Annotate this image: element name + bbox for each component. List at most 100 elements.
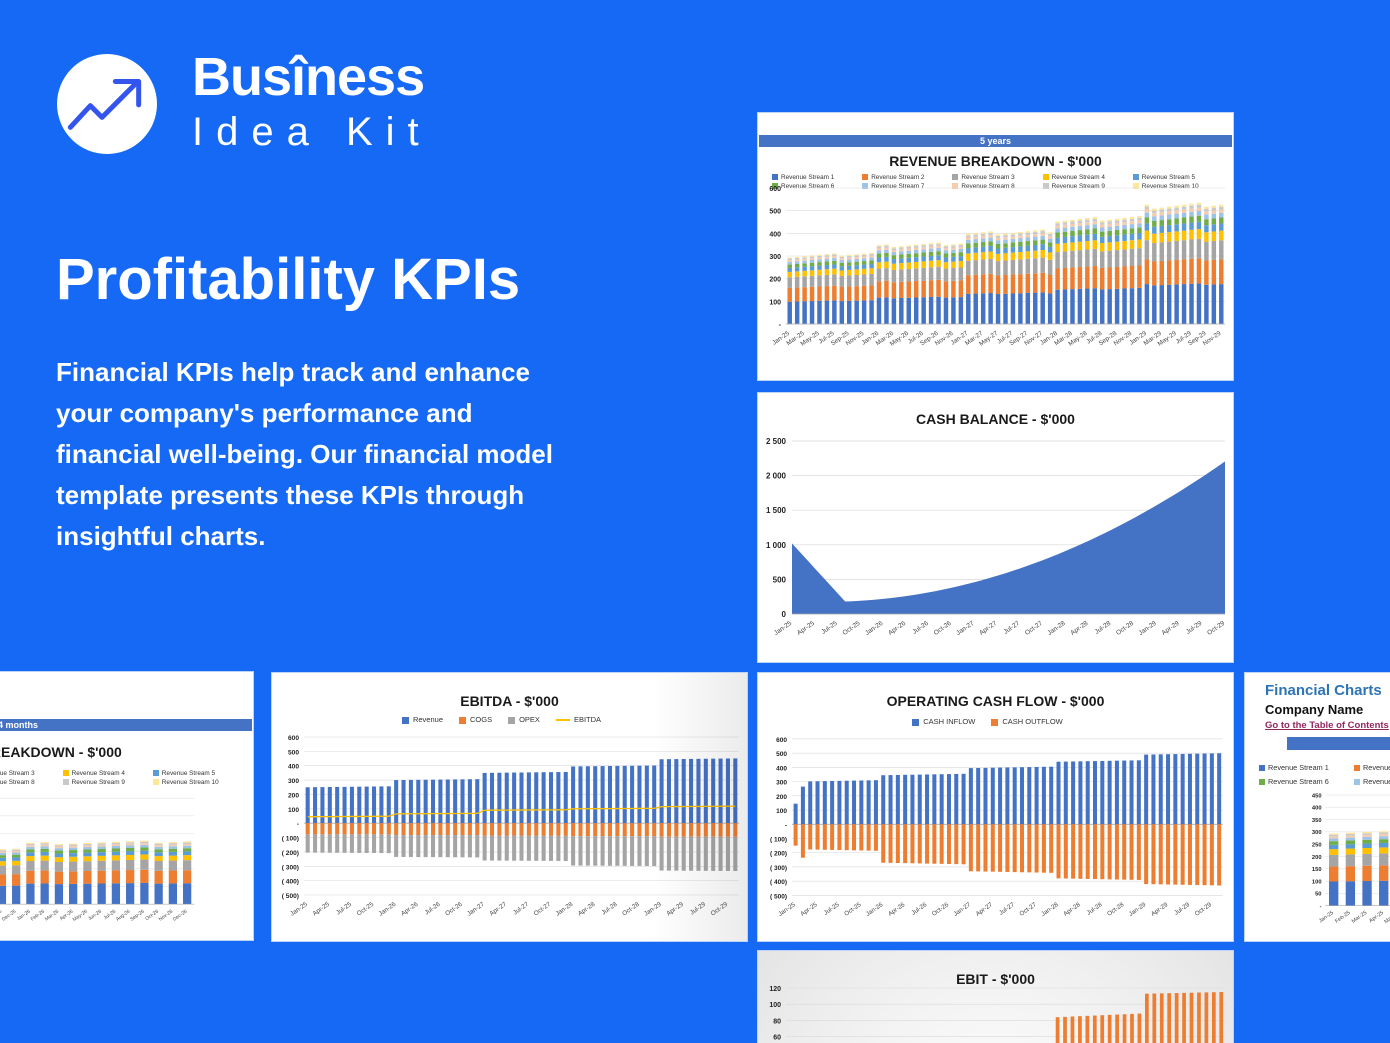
svg-text:400: 400 [288, 764, 299, 771]
svg-text:Feb-26: Feb-26 [30, 909, 46, 923]
svg-text:200: 200 [769, 277, 781, 284]
svg-text:Apr-28: Apr-28 [1062, 901, 1082, 918]
svg-text:( 500): ( 500) [770, 893, 787, 900]
svg-text:Apr-25: Apr-25 [796, 620, 816, 637]
svg-text:( 500): ( 500) [282, 893, 299, 900]
svg-text:Oct-26: Oct-26 [933, 620, 953, 637]
svg-text:Oct-27: Oct-27 [1018, 901, 1038, 918]
svg-text:200: 200 [776, 794, 787, 801]
svg-text:Oct-26: Oct-26 [144, 909, 160, 922]
svg-text:150: 150 [1312, 867, 1322, 873]
svg-text:Jan-29: Jan-29 [1137, 620, 1158, 637]
svg-text:Oct-28: Oct-28 [1106, 901, 1126, 918]
svg-text:Jan-25: Jan-25 [289, 901, 309, 918]
svg-text:( 100): ( 100) [282, 836, 299, 843]
svg-text:600: 600 [769, 186, 781, 193]
svg-text:Apr-26: Apr-26 [400, 901, 420, 918]
svg-text:-: - [785, 822, 787, 829]
svg-text:Oct-25: Oct-25 [356, 901, 376, 918]
svg-text:Jul-29: Jul-29 [1185, 620, 1204, 636]
svg-text:0: 0 [782, 610, 787, 619]
svg-text:Apr-28: Apr-28 [577, 901, 597, 918]
svg-text:Jul-29: Jul-29 [1173, 901, 1191, 917]
svg-text:Apr-29: Apr-29 [1150, 901, 1170, 918]
svg-text:Oct-25: Oct-25 [843, 901, 863, 918]
svg-text:( 300): ( 300) [770, 865, 787, 872]
svg-text:Jan-29: Jan-29 [1128, 901, 1148, 918]
svg-text:1 500: 1 500 [766, 506, 787, 515]
svg-text:-: - [779, 322, 782, 329]
svg-text:Jul-26: Jul-26 [910, 901, 928, 917]
svg-text:Jul-25: Jul-25 [820, 620, 839, 636]
svg-text:Jul-26: Jul-26 [911, 620, 930, 636]
svg-text:2 500: 2 500 [766, 437, 787, 446]
svg-text:Jan-25: Jan-25 [1318, 910, 1335, 924]
svg-text:400: 400 [776, 765, 787, 772]
svg-text:Jul-27: Jul-27 [998, 901, 1016, 917]
svg-text:300: 300 [769, 254, 781, 261]
svg-text:Jul-25: Jul-25 [335, 901, 353, 917]
svg-text:Jan-25: Jan-25 [777, 901, 797, 918]
svg-text:500: 500 [773, 575, 787, 584]
svg-text:2 000: 2 000 [766, 472, 787, 481]
svg-text:Oct-29: Oct-29 [710, 901, 730, 918]
svg-text:Oct-29: Oct-29 [1206, 620, 1226, 637]
svg-text:1 000: 1 000 [766, 541, 787, 550]
svg-text:Feb-25: Feb-25 [1334, 910, 1351, 925]
svg-text:600: 600 [288, 735, 299, 742]
svg-text:Aug-26: Aug-26 [115, 909, 132, 923]
svg-text:200: 200 [288, 792, 299, 799]
svg-text:Oct-25: Oct-25 [842, 620, 862, 637]
svg-text:100: 100 [769, 299, 781, 306]
svg-text:Jan-27: Jan-27 [955, 620, 976, 637]
svg-text:100: 100 [1312, 879, 1322, 885]
svg-text:Apr-29: Apr-29 [665, 901, 685, 918]
svg-text:( 100): ( 100) [770, 837, 787, 844]
svg-text:Jul-26: Jul-26 [423, 901, 441, 917]
svg-text:250: 250 [1312, 842, 1322, 848]
svg-text:Apr-26: Apr-26 [887, 620, 907, 637]
svg-text:Jul-28: Jul-28 [600, 901, 618, 917]
svg-text:Sep-26: Sep-26 [129, 909, 146, 923]
svg-text:( 200): ( 200) [770, 851, 787, 858]
svg-text:Apr-26: Apr-26 [59, 909, 75, 922]
svg-text:Dec-25: Dec-25 [1, 909, 18, 923]
svg-text:-: - [1320, 904, 1322, 910]
svg-text:( 200): ( 200) [282, 850, 299, 857]
svg-text:Jul-28: Jul-28 [1094, 620, 1113, 636]
svg-text:Oct-28: Oct-28 [1115, 620, 1135, 637]
svg-text:Jan-28: Jan-28 [1046, 620, 1067, 637]
svg-text:-: - [297, 821, 299, 828]
svg-text:Oct-26: Oct-26 [931, 901, 951, 918]
svg-text:Jul-27: Jul-27 [512, 901, 530, 917]
svg-text:400: 400 [1312, 806, 1322, 812]
svg-text:Apr-27: Apr-27 [488, 901, 508, 918]
svg-text:( 400): ( 400) [770, 879, 787, 886]
svg-text:Dec-26: Dec-26 [172, 909, 189, 923]
svg-text:600: 600 [776, 737, 787, 744]
svg-text:200: 200 [1312, 855, 1322, 861]
svg-text:Jan-25: Jan-25 [773, 620, 794, 637]
svg-text:100: 100 [776, 808, 787, 815]
svg-text:Jun-26: Jun-26 [87, 909, 103, 923]
svg-text:Jan-26: Jan-26 [16, 909, 32, 923]
svg-text:120: 120 [769, 986, 781, 993]
svg-text:60: 60 [773, 1035, 781, 1042]
svg-text:Apr-25: Apr-25 [1368, 910, 1385, 924]
svg-text:Jan-28: Jan-28 [1040, 901, 1060, 918]
svg-text:Apr-25: Apr-25 [799, 901, 819, 918]
svg-text:( 400): ( 400) [282, 879, 299, 886]
svg-text:Oct-28: Oct-28 [621, 901, 641, 918]
svg-text:Mar-26: Mar-26 [44, 909, 60, 923]
svg-text:Oct-26: Oct-26 [444, 901, 464, 918]
svg-text:Apr-28: Apr-28 [1069, 620, 1089, 637]
svg-text:450: 450 [1312, 793, 1322, 799]
svg-text:Jul-29: Jul-29 [689, 901, 707, 917]
svg-text:May-25: May-25 [1383, 910, 1390, 925]
svg-text:Jul-27: Jul-27 [1003, 620, 1022, 636]
svg-text:100: 100 [769, 1002, 781, 1009]
svg-text:Jan-27: Jan-27 [952, 901, 972, 918]
svg-text:Oct-27: Oct-27 [1024, 620, 1044, 637]
svg-text:Jul-26: Jul-26 [103, 909, 118, 922]
svg-text:Jan-27: Jan-27 [466, 901, 486, 918]
